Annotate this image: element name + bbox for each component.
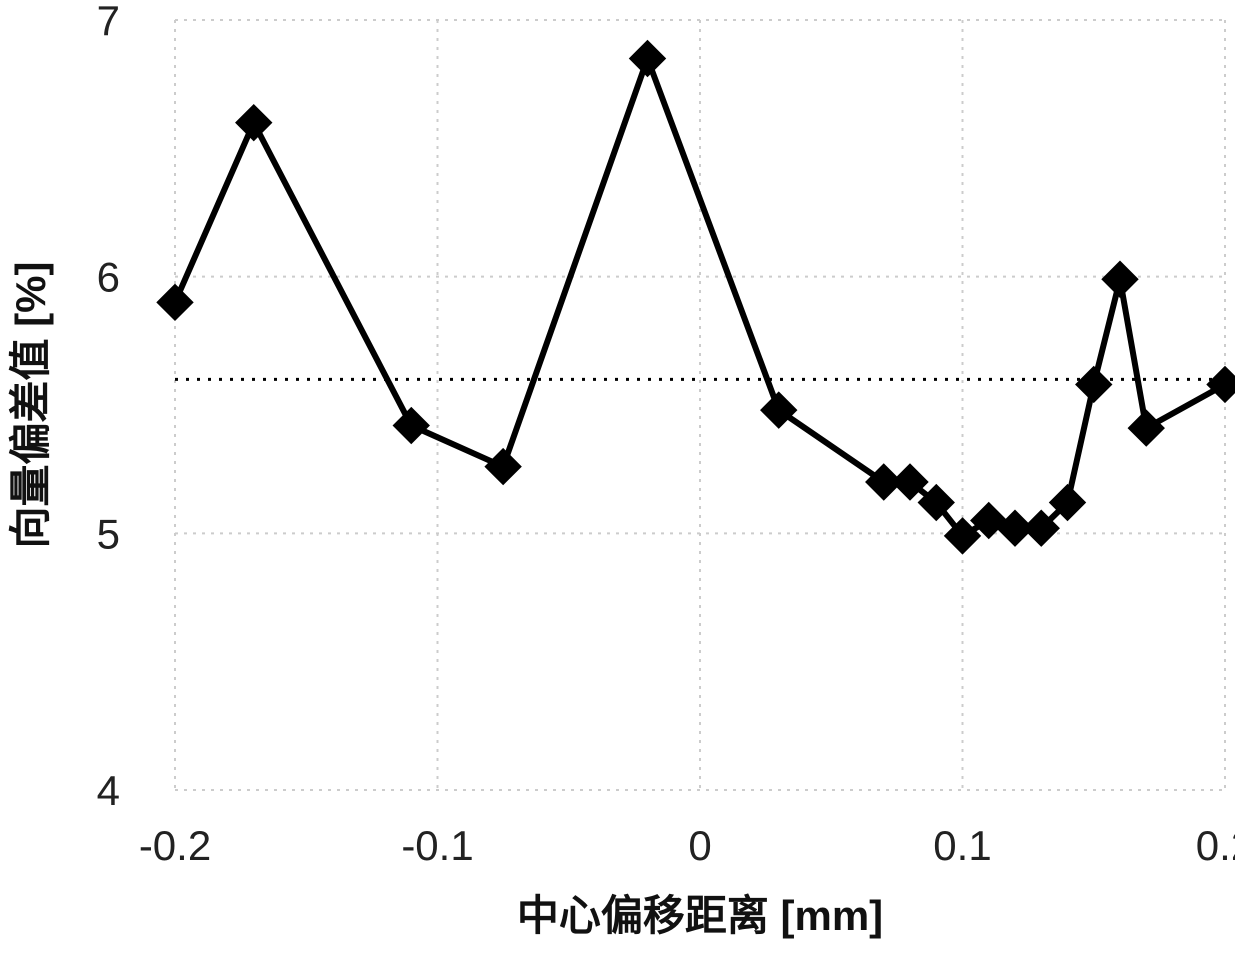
y-axis-label: 向量偏差值 [%] [7,262,54,549]
x-tick-label: 0.2 [1196,822,1235,869]
line-chart: 4 5 6 7 -0.2 -0.1 0 0.1 0.2 中心偏移距离 [mm] 向量偏差值 [%] [0,0,1235,967]
x-tick-label: 0.1 [933,822,991,869]
y-tick-label: 5 [97,510,120,557]
chart-canvas: 4 5 6 7 -0.2 -0.1 0 0.1 0.2 中心偏移距离 [mm] 向量偏差值 [%] [0,0,1235,967]
y-tick-label: 7 [97,0,120,44]
y-tick-label: 4 [97,767,120,814]
y-tick-label: 6 [97,254,120,301]
x-tick-label: -0.1 [401,822,473,869]
x-axis-label: 中心偏移距离 [mm] [517,892,883,939]
x-tick-label: 0 [688,822,711,869]
x-tick-label: -0.2 [139,822,211,869]
